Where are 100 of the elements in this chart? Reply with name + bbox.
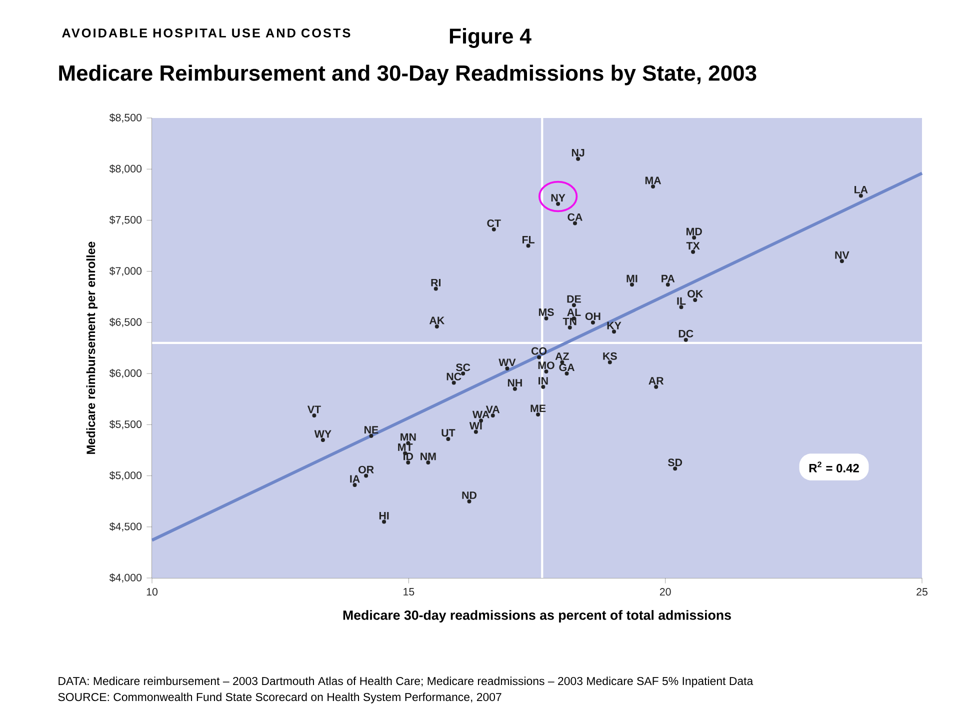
data-label: HI xyxy=(379,512,389,520)
data-label: WI xyxy=(469,422,482,430)
point xyxy=(590,320,595,324)
point xyxy=(369,434,374,438)
data-label: ME xyxy=(530,404,546,412)
point xyxy=(654,384,658,389)
point xyxy=(541,384,546,389)
x-axis-title: Medicare 30-day readmissions as percent of total admissions xyxy=(343,610,731,623)
data-label: MI xyxy=(626,274,638,282)
data-label: NY xyxy=(551,194,566,202)
point xyxy=(568,326,572,330)
text: DATA: Medicare reimbursement – 2003 Dartmouth Atlas of Health Care; Medicare readmissions – 2003 Medicare SAF 5% Inpatient Data xyxy=(58,676,754,688)
point xyxy=(572,221,577,226)
point xyxy=(467,499,472,504)
y-tick-label: $8,500 xyxy=(109,113,142,123)
text: AVOIDABLE HOSPITAL USE AND COSTS xyxy=(62,28,350,38)
data-label: AR xyxy=(648,377,664,384)
data-label: NE xyxy=(364,426,378,434)
x-tick-label: 15 xyxy=(404,588,414,596)
y-tick-label: $5,500 xyxy=(109,420,142,430)
data-label: FL xyxy=(522,236,534,244)
data-label: GA xyxy=(559,364,574,372)
data-label: TN xyxy=(562,318,576,326)
data-label: MA xyxy=(645,176,662,184)
point xyxy=(630,282,634,287)
y-tick-label: $7,500 xyxy=(109,216,142,225)
data-label: NV xyxy=(835,251,850,259)
data-label: MO xyxy=(538,362,554,370)
data-label: NM xyxy=(420,452,436,460)
y-tick-label: $8,000 xyxy=(109,164,142,174)
data-label: AZ xyxy=(555,352,569,360)
point xyxy=(512,386,517,391)
data-label: AL xyxy=(567,308,581,316)
data-label: DC xyxy=(678,330,694,338)
data-label: TX xyxy=(686,242,700,250)
point xyxy=(684,338,688,342)
data-label: CO xyxy=(531,347,547,355)
point xyxy=(537,355,542,360)
point xyxy=(612,330,616,334)
point xyxy=(576,156,580,161)
data-label: UT xyxy=(442,429,456,437)
point xyxy=(364,474,368,478)
x-tick-label: 10 xyxy=(146,588,158,596)
data-label: VT xyxy=(307,406,321,414)
x-tick-label: 25 xyxy=(916,588,928,596)
x-tick-label: 20 xyxy=(660,588,671,596)
data-label: OK xyxy=(688,290,704,298)
point xyxy=(666,282,670,287)
data-label: RI xyxy=(431,278,441,286)
point xyxy=(840,259,844,264)
y-tick-label: $5,000 xyxy=(109,471,142,480)
point xyxy=(505,366,510,370)
point xyxy=(608,360,612,364)
data-label: NJ xyxy=(572,149,584,156)
data-label: PA xyxy=(662,274,675,282)
data-label: SD xyxy=(668,458,682,466)
source-note: SOURCE: Commonwealth Fund State Scorecard on Health System Performance, 2007 xyxy=(58,692,502,704)
data-label: CA xyxy=(568,213,582,221)
point xyxy=(526,244,530,248)
data-label: NH xyxy=(508,379,522,386)
data-label: MD xyxy=(686,228,702,236)
chart-title: Medicare Reimbursement and 30-Day Readmissions by State, 2003 xyxy=(59,64,756,86)
data-label: OH xyxy=(585,312,600,320)
caption: Figure 4 xyxy=(450,28,532,48)
y-tick-label: $6,000 xyxy=(109,368,142,378)
point xyxy=(452,380,456,385)
data-label: NC xyxy=(446,372,462,380)
data-label: ND xyxy=(462,492,476,499)
point xyxy=(492,227,496,232)
data-label: KY xyxy=(607,322,622,330)
annotation: R$^{2}$ = 0.42 xyxy=(809,462,859,472)
point xyxy=(434,324,439,329)
data-label: MN xyxy=(400,433,416,441)
data-label: SC xyxy=(456,364,470,372)
point xyxy=(572,303,576,308)
point xyxy=(544,316,548,320)
point xyxy=(474,430,478,434)
point xyxy=(692,236,696,240)
data-label: DE xyxy=(567,295,581,303)
data-label: AK xyxy=(429,316,445,324)
data-label: KS xyxy=(603,352,617,360)
data-label: IA xyxy=(350,475,360,483)
data-label: WY xyxy=(314,430,332,438)
point xyxy=(382,520,386,524)
y-axis-title: Medicare reimbursement per enrollee xyxy=(86,242,98,454)
point xyxy=(564,372,569,376)
point xyxy=(679,305,684,310)
point xyxy=(544,370,548,374)
point xyxy=(673,466,678,471)
data-label: WV xyxy=(498,358,516,366)
data-label: OR xyxy=(358,466,374,474)
data-label: MS xyxy=(538,308,554,316)
y-tick-label: $4,000 xyxy=(109,573,142,583)
point xyxy=(536,412,540,416)
data-label: CT xyxy=(487,219,501,228)
y-tick-label: $7,000 xyxy=(109,266,142,276)
point xyxy=(691,250,696,254)
data-label: IN xyxy=(538,377,548,384)
y-tick-label: $6,500 xyxy=(109,318,142,328)
point xyxy=(693,298,698,302)
